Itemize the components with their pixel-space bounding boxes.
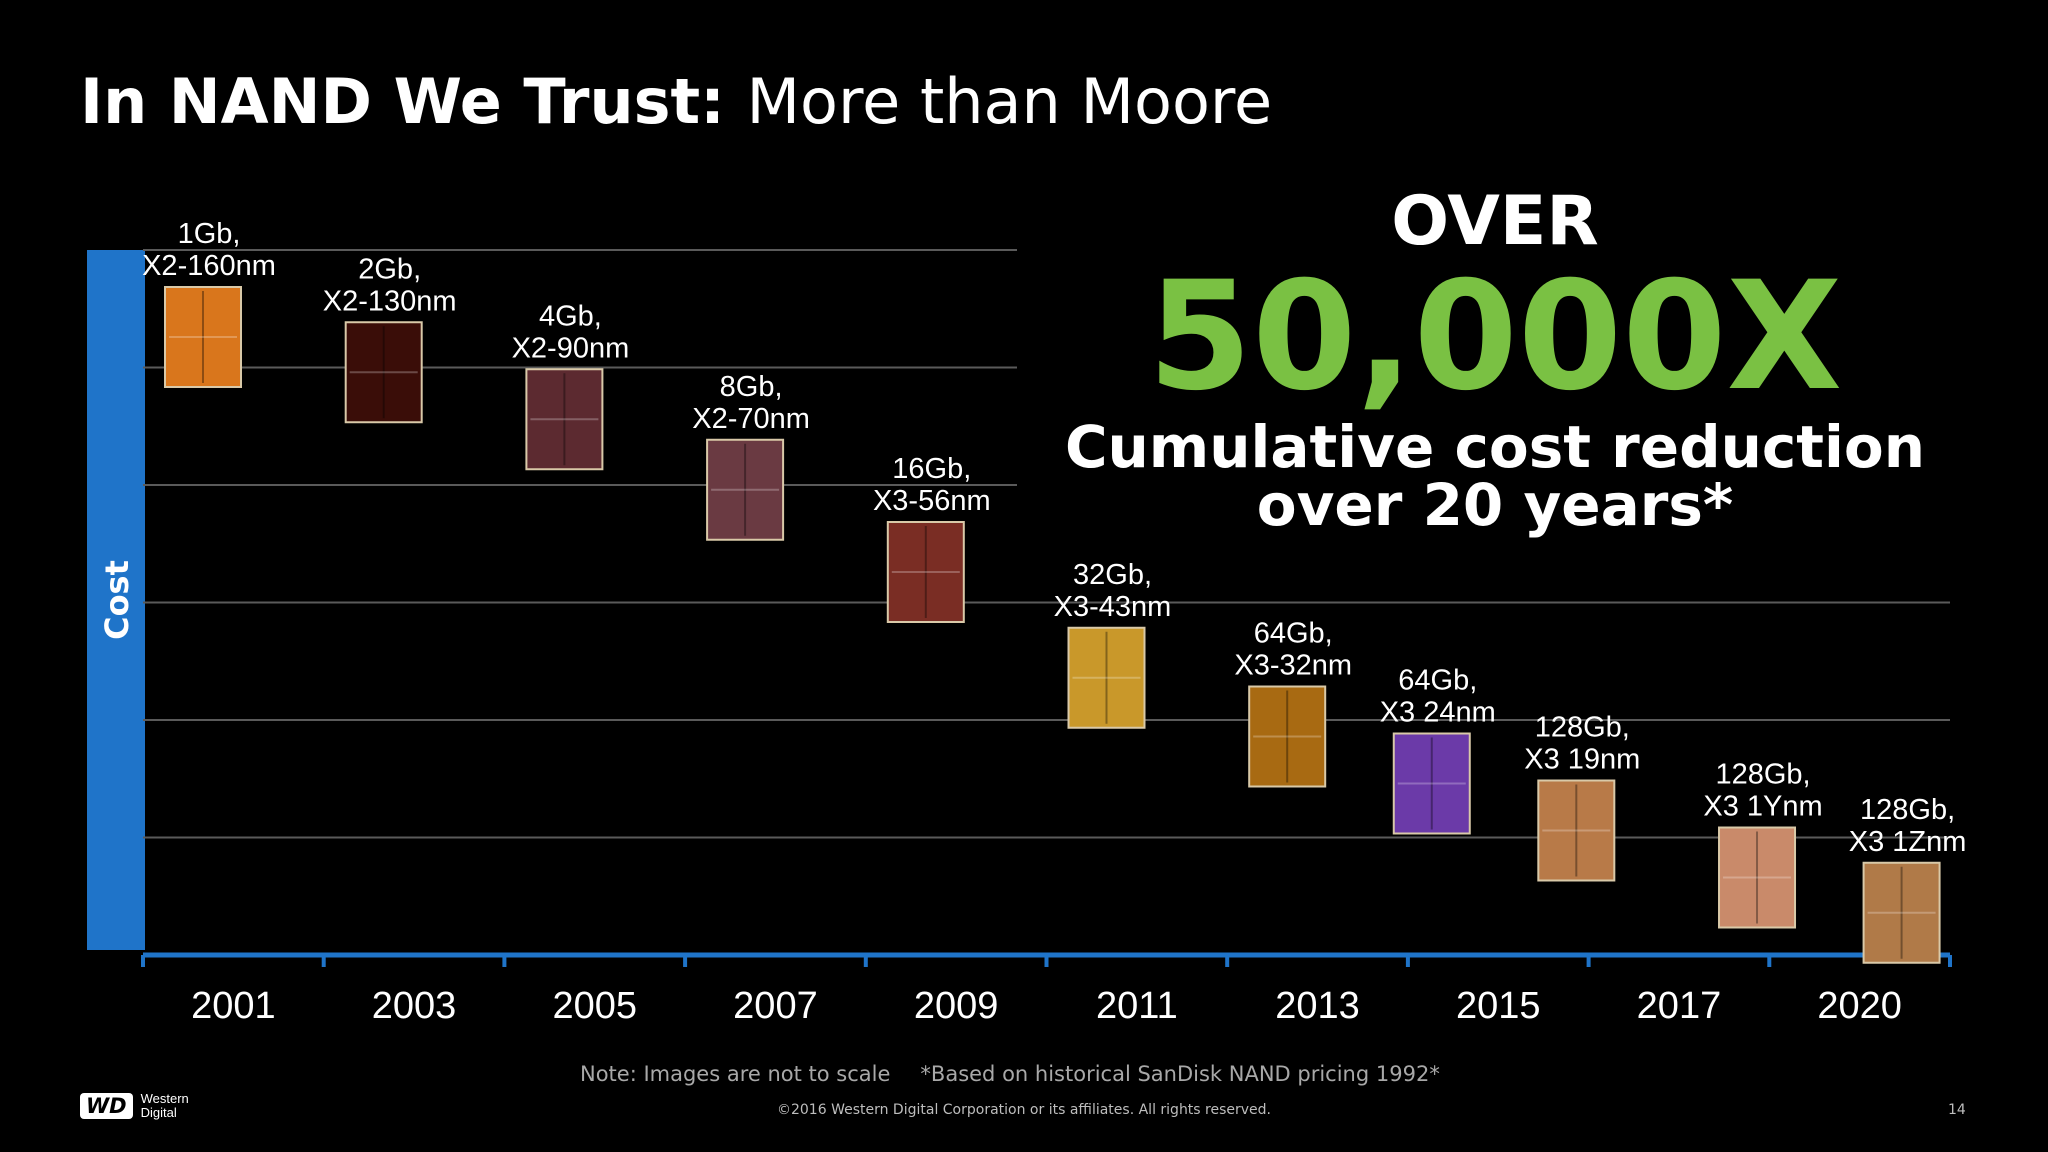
die-label-capacity: 8Gb,: [720, 371, 783, 403]
title-rest: More than Moore: [746, 65, 1273, 138]
die-label-capacity: 64Gb,: [1398, 665, 1477, 697]
die-image: [1248, 685, 1327, 788]
die-image: [706, 438, 785, 541]
die-point: 16Gb,X3-56nm: [873, 453, 991, 623]
headline-over: OVER: [1391, 182, 1599, 261]
title-bold: In NAND We Trust:: [80, 65, 725, 138]
die-label-capacity: 128Gb,: [1860, 794, 1955, 826]
headline-factor: 50,000X: [1147, 250, 1843, 424]
nand-cost-chart: Cost 2001 2003 2005 2007 2009 2011 2013 2015 2017…: [87, 218, 1967, 1027]
die-point: 64Gb,X3 24nm: [1380, 665, 1496, 835]
die-label-process: X3 1Znm: [1849, 826, 1967, 858]
die-point: 4Gb,X2-90nm: [512, 300, 630, 471]
x-tick-label: 2001: [191, 985, 276, 1027]
die-label-capacity: 16Gb,: [892, 453, 971, 485]
die-image: [1537, 779, 1616, 882]
headline-line-2: over 20 years*: [1256, 471, 1734, 539]
y-axis-label: Cost: [98, 560, 136, 640]
logo-mark: WD: [80, 1093, 133, 1119]
die-image: [1718, 826, 1797, 929]
x-tick-label: 2020: [1817, 985, 1902, 1027]
die-label-process: X3 19nm: [1524, 744, 1640, 776]
footnote: Note: Images are not to scale *Based on h…: [580, 1062, 1440, 1086]
die-image: [525, 368, 604, 471]
headline-line-1: Cumulative cost reduction: [1064, 413, 1926, 481]
die-label-capacity: 2Gb,: [358, 253, 421, 285]
die-image: [1392, 732, 1471, 835]
x-tick-label: 2015: [1456, 985, 1541, 1027]
die-label-capacity: 32Gb,: [1073, 559, 1152, 591]
die-label-process: X3 24nm: [1380, 697, 1496, 729]
x-tick-label: 2007: [733, 985, 818, 1027]
die-point: 8Gb,X2-70nm: [692, 371, 810, 541]
die-label-capacity: 128Gb,: [1715, 759, 1810, 791]
x-tick-label: 2009: [914, 985, 999, 1027]
die-point: 128Gb,X3 19nm: [1524, 712, 1640, 882]
x-tick-label: 2013: [1275, 985, 1360, 1027]
die-label-capacity: 4Gb,: [539, 300, 602, 332]
die-point: 64Gb,X3-32nm: [1234, 618, 1352, 788]
die-image: [344, 321, 423, 424]
x-tick-label: 2003: [372, 985, 457, 1027]
die-label-process: X2-90nm: [512, 332, 630, 364]
page-number: 14: [1948, 1102, 1966, 1118]
die-label-process: X2-130nm: [323, 285, 457, 317]
x-tick-label: 2011: [1096, 985, 1178, 1027]
die-image: [886, 521, 965, 623]
die-label-capacity: 1Gb,: [178, 218, 241, 250]
company-logo: WD Western Digital: [80, 1092, 201, 1120]
logo-text: Western Digital: [140, 1091, 189, 1120]
die-point: 32Gb,X3-43nm: [1054, 559, 1172, 729]
x-tick-label: 2005: [552, 985, 637, 1027]
slide-title: In NAND We Trust: More than Moore: [80, 62, 1272, 142]
die-point: 1Gb,X2-160nm: [142, 218, 276, 388]
die-label-process: X2-160nm: [142, 250, 276, 282]
die-image: [1862, 861, 1941, 964]
headline-description: Cumulative cost reduction over 20 years*: [1045, 418, 1945, 534]
die-label-process: X2-70nm: [692, 403, 810, 435]
die-point: 128Gb,X3 1Ynm: [1703, 759, 1823, 929]
die-label-process: X3 1Ynm: [1703, 791, 1822, 823]
die-image: [164, 286, 242, 388]
die-label-capacity: 64Gb,: [1254, 618, 1333, 650]
die-label-capacity: 128Gb,: [1535, 712, 1630, 744]
die-image: [1067, 626, 1146, 729]
die-point: 128Gb,X3 1Znm: [1849, 794, 1967, 964]
x-tick-label: 2017: [1637, 985, 1722, 1027]
die-point: 2Gb,X2-130nm: [323, 253, 457, 424]
copyright: ©2016 Western Digital Corporation or its…: [776, 1102, 1272, 1118]
note-scale: Note: Images are not to scale: [580, 1062, 891, 1086]
cost-axis-bar: [87, 250, 145, 950]
die-label-process: X3-43nm: [1054, 591, 1172, 623]
die-label-process: X3-56nm: [873, 485, 991, 517]
note-pricing: *Based on historical SanDisk NAND pricin…: [920, 1062, 1440, 1086]
die-label-process: X3-32nm: [1234, 650, 1352, 682]
